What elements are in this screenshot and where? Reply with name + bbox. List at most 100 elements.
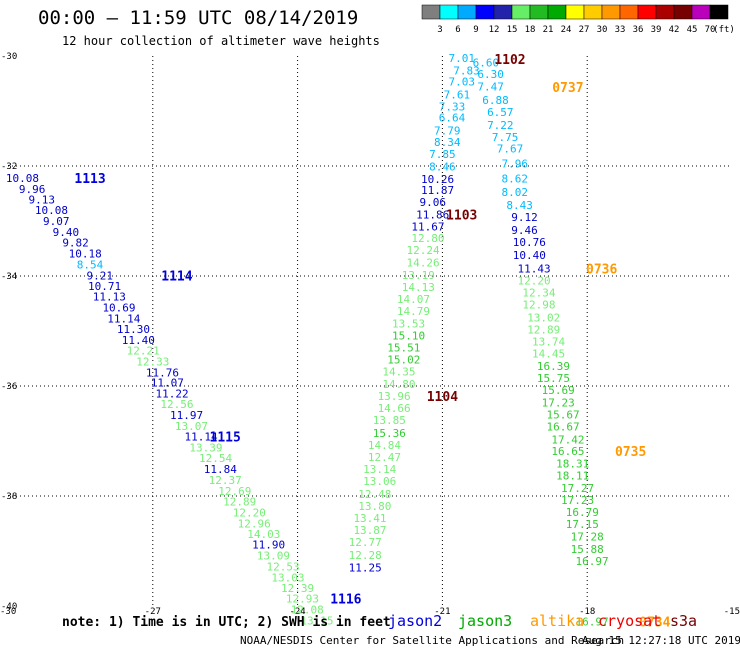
x-tick-label: -15 xyxy=(724,607,740,617)
wave-height-point: 14.35 xyxy=(382,366,415,379)
wave-height-point: 16.79 xyxy=(566,506,599,519)
wave-height-point: 11.84 xyxy=(204,463,237,476)
wave-height-point: 11.86 xyxy=(416,208,449,221)
colorbar-swatch xyxy=(673,4,693,20)
pass-time-label: 1114 xyxy=(161,269,192,284)
wave-height-point: 16.67 xyxy=(547,421,580,434)
wave-height-point: 10.08 xyxy=(6,172,39,185)
wave-height-point: 17.28 xyxy=(571,531,604,544)
wave-height-point: 13.14 xyxy=(363,463,396,476)
wave-height-point: 7.47 xyxy=(477,80,504,93)
colorbar-swatch xyxy=(601,4,621,20)
wave-height-point: 7.85 xyxy=(429,148,456,161)
wave-height-point: 11.14 xyxy=(107,312,140,325)
wave-height-point: 15.10 xyxy=(392,329,425,342)
wave-height-point: 14.80 xyxy=(382,378,415,391)
wave-height-point: 12.24 xyxy=(407,244,440,257)
wave-height-point: 12.89 xyxy=(223,496,256,509)
wave-height-point: 13.06 xyxy=(363,475,396,488)
wave-height-point: 12.77 xyxy=(349,536,382,549)
wave-height-point: 7.01 xyxy=(448,52,475,65)
colorbar-swatch xyxy=(547,4,567,20)
wave-height-point: 13.85 xyxy=(373,414,406,427)
pass-time-label: 0736 xyxy=(586,262,617,277)
wave-height-point: 13.09 xyxy=(257,549,290,562)
wave-height-point: 11.43 xyxy=(518,262,551,275)
x-tick-label: -21 xyxy=(434,607,450,617)
legend-jason2: jason2 xyxy=(388,612,442,630)
colorbar-label: 45 xyxy=(687,25,698,35)
colorbar-unit: (ft) xyxy=(713,25,735,35)
wave-height-point: 7.22 xyxy=(487,119,514,132)
colorbar-label: 3 xyxy=(437,25,442,35)
wave-height-point: 7.83 xyxy=(453,64,480,77)
pass-time-label: 1104 xyxy=(427,390,458,405)
wave-height-point: 11.22 xyxy=(156,388,189,401)
wave-height-point: 11.07 xyxy=(151,377,184,390)
wave-height-point: 16.39 xyxy=(537,360,570,373)
wave-height-point: 6.88 xyxy=(482,94,509,107)
wave-height-point: 11.13 xyxy=(93,290,126,303)
wave-height-point: 6.60 xyxy=(473,57,500,70)
wave-height-point: 17.42 xyxy=(551,433,584,446)
pass-time-label: 1116 xyxy=(330,592,361,607)
wave-height-point: 13.80 xyxy=(358,500,391,513)
wave-height-point: 14.07 xyxy=(397,293,430,306)
y-tick-label: -34 xyxy=(1,272,17,282)
wave-height-point: 13.87 xyxy=(353,524,386,537)
wave-height-point: 12.37 xyxy=(209,474,242,487)
wave-height-point: 10.71 xyxy=(88,280,121,293)
chart-title: 00:00 — 11:59 UTC 08/14/2019 xyxy=(38,7,358,29)
colorbar-label: 21 xyxy=(543,25,554,35)
pass-time-label: 1115 xyxy=(210,431,241,446)
wave-height-point: 8.43 xyxy=(506,199,533,212)
wave-height-point: 8.34 xyxy=(434,136,461,149)
y-tick-label: -40 xyxy=(1,602,17,612)
colorbar-label: 6 xyxy=(455,25,460,35)
x-tick-label: -27 xyxy=(145,607,161,617)
colorbar-label: 12 xyxy=(489,25,500,35)
data-points: 7.016.607.836.307.03 7.47 7.61 6.88 7.33 6.57… xyxy=(6,52,609,628)
axes: -30 -27 -24 -21 -18 -15 -30 -32 -34 -36 -38 -40 xyxy=(0,52,740,617)
colorbar-swatch xyxy=(655,4,675,20)
wave-height-point: 13.03 xyxy=(271,571,304,584)
y-tick-label: -30 xyxy=(1,52,17,62)
wave-height-point: 17.23 xyxy=(542,397,575,410)
wave-height-point: 12.93 xyxy=(286,592,319,605)
wave-height-point: 10.18 xyxy=(69,247,102,260)
wave-height-point: 12.89 xyxy=(527,323,560,336)
wave-height-point: 12.34 xyxy=(522,287,555,300)
wave-height-point: 15.75 xyxy=(537,372,570,385)
wave-height-point: 12.20 xyxy=(233,507,266,520)
wave-height-point: 14.45 xyxy=(532,348,565,361)
wave-height-point: 13.74 xyxy=(532,335,565,348)
wave-height-point: 6.30 xyxy=(477,68,504,81)
colorbar-swatch xyxy=(565,4,585,20)
wave-height-point: 13.02 xyxy=(527,311,560,324)
wave-height-point: 16.65 xyxy=(551,445,584,458)
wave-height-point: 7.61 xyxy=(444,89,471,102)
wave-height-point: 16.97 xyxy=(575,555,608,568)
wave-height-point: 11.76 xyxy=(146,366,179,379)
wave-height-point: 11.90 xyxy=(252,538,285,551)
wave-height-point: 9.13 xyxy=(29,194,56,207)
footer-credit: NOAA/NESDIS Center for Satellite Applica… xyxy=(240,634,624,647)
wave-height-point: 15.36 xyxy=(373,427,406,440)
wave-height-point: 13.96 xyxy=(378,390,411,403)
wave-height-point: 9.07 xyxy=(43,215,70,228)
pass-time-label: 0734 xyxy=(639,615,670,630)
wave-height-point: 14.66 xyxy=(378,402,411,415)
wave-height-point: 9.96 xyxy=(19,183,46,196)
y-tick-label: -38 xyxy=(1,492,17,502)
wave-height-point: 12.54 xyxy=(199,452,232,465)
wave-height-point: 12.69 xyxy=(218,485,251,498)
colorbar-swatch xyxy=(421,4,441,20)
wave-height-point: 11.67 xyxy=(411,221,444,234)
wave-height-point: 11.97 xyxy=(170,409,203,422)
colorbar-label: 33 xyxy=(615,25,626,35)
colorbar-label: 24 xyxy=(561,25,572,35)
wave-height-point: 13.53 xyxy=(392,317,425,330)
wave-height-point: 18.11 xyxy=(556,470,589,483)
wave-height-point: 17.23 xyxy=(561,494,594,507)
